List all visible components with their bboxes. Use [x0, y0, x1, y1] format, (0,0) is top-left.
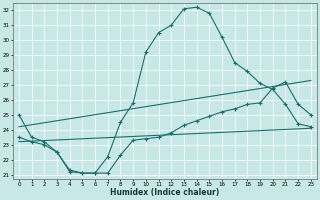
X-axis label: Humidex (Indice chaleur): Humidex (Indice chaleur): [110, 188, 220, 197]
